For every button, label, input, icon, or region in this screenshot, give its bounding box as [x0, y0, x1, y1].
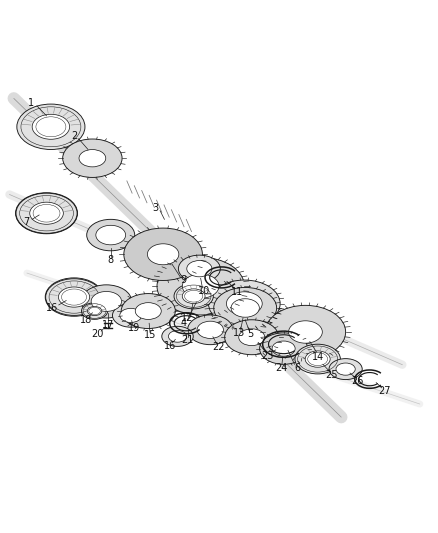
- Text: 7: 7: [23, 217, 29, 227]
- Ellipse shape: [81, 303, 108, 319]
- Ellipse shape: [197, 321, 223, 338]
- Ellipse shape: [182, 274, 219, 298]
- Text: 11: 11: [231, 287, 244, 297]
- Ellipse shape: [182, 289, 205, 303]
- Ellipse shape: [272, 341, 295, 356]
- Ellipse shape: [87, 220, 135, 251]
- Ellipse shape: [135, 303, 161, 319]
- Ellipse shape: [63, 139, 122, 177]
- Ellipse shape: [89, 308, 100, 314]
- Text: 26: 26: [352, 376, 364, 386]
- Text: 3: 3: [152, 203, 159, 213]
- Ellipse shape: [33, 204, 60, 222]
- Ellipse shape: [289, 321, 322, 343]
- Text: 17: 17: [102, 320, 114, 330]
- Ellipse shape: [225, 320, 279, 354]
- Text: 19: 19: [128, 324, 140, 334]
- Ellipse shape: [187, 261, 212, 277]
- Text: 14: 14: [312, 352, 325, 362]
- Text: 6: 6: [294, 363, 300, 373]
- Ellipse shape: [307, 352, 328, 366]
- Ellipse shape: [184, 290, 203, 302]
- Ellipse shape: [178, 255, 220, 282]
- Ellipse shape: [231, 298, 259, 317]
- Ellipse shape: [162, 326, 193, 346]
- Text: 1: 1: [28, 98, 34, 108]
- Ellipse shape: [62, 289, 87, 305]
- Ellipse shape: [124, 228, 202, 280]
- Ellipse shape: [91, 292, 122, 311]
- Text: 20: 20: [92, 329, 104, 339]
- Ellipse shape: [329, 359, 362, 379]
- Ellipse shape: [17, 104, 85, 149]
- Text: 12: 12: [181, 313, 194, 323]
- Ellipse shape: [113, 304, 149, 327]
- Ellipse shape: [174, 284, 213, 309]
- Text: 23: 23: [262, 351, 274, 361]
- Ellipse shape: [265, 305, 346, 359]
- Ellipse shape: [121, 294, 175, 328]
- Ellipse shape: [157, 257, 244, 315]
- Ellipse shape: [214, 287, 277, 328]
- Text: 15: 15: [144, 330, 156, 341]
- Ellipse shape: [79, 150, 106, 167]
- Text: 4: 4: [180, 318, 186, 328]
- Ellipse shape: [260, 333, 307, 364]
- Ellipse shape: [305, 351, 330, 367]
- Ellipse shape: [36, 117, 66, 137]
- Ellipse shape: [30, 202, 64, 224]
- Text: 10: 10: [198, 286, 210, 296]
- Ellipse shape: [87, 306, 102, 316]
- Text: 16: 16: [46, 303, 58, 313]
- Text: 22: 22: [212, 342, 224, 352]
- Text: 24: 24: [275, 363, 287, 373]
- Text: 27: 27: [378, 386, 390, 396]
- Text: 8: 8: [108, 255, 114, 265]
- Ellipse shape: [187, 315, 233, 345]
- Ellipse shape: [239, 329, 265, 345]
- Text: 13: 13: [233, 328, 245, 338]
- Ellipse shape: [148, 244, 179, 265]
- Text: 2: 2: [71, 132, 77, 141]
- Ellipse shape: [168, 330, 187, 342]
- Ellipse shape: [120, 308, 142, 322]
- Ellipse shape: [32, 114, 70, 139]
- Ellipse shape: [58, 287, 90, 307]
- Ellipse shape: [16, 193, 77, 233]
- Ellipse shape: [46, 279, 102, 316]
- Text: 25: 25: [325, 370, 338, 380]
- Ellipse shape: [208, 280, 280, 327]
- Text: 21: 21: [181, 335, 194, 345]
- Ellipse shape: [226, 292, 262, 316]
- Text: 9: 9: [180, 276, 186, 286]
- Text: 18: 18: [80, 315, 92, 325]
- Ellipse shape: [295, 344, 340, 374]
- Ellipse shape: [81, 285, 132, 318]
- Ellipse shape: [336, 363, 355, 375]
- Text: 5: 5: [247, 329, 254, 339]
- Ellipse shape: [96, 225, 126, 245]
- Text: 16: 16: [164, 341, 176, 351]
